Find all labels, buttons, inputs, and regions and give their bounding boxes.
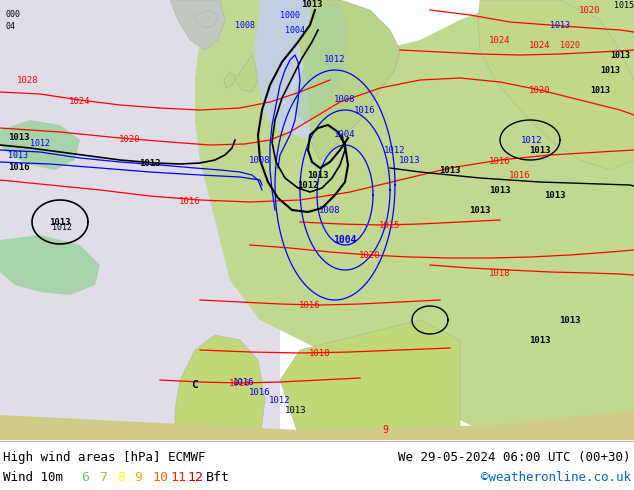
Text: 1004: 1004 — [285, 25, 305, 34]
Text: 1020: 1020 — [359, 251, 381, 260]
Text: 1016: 1016 — [8, 163, 30, 172]
Text: 1015: 1015 — [614, 0, 634, 9]
Text: C: C — [191, 380, 198, 390]
Text: 1013: 1013 — [307, 171, 329, 179]
Text: 1013: 1013 — [139, 159, 161, 168]
Text: 1024: 1024 — [529, 41, 551, 49]
Text: 1016: 1016 — [179, 197, 201, 206]
Text: 1013: 1013 — [529, 336, 551, 344]
Text: 9: 9 — [382, 425, 388, 435]
Text: 1013: 1013 — [550, 21, 570, 29]
Text: 12: 12 — [188, 471, 204, 484]
Polygon shape — [0, 120, 80, 170]
Polygon shape — [0, 235, 100, 295]
Text: 1012: 1012 — [384, 146, 406, 154]
Text: 9: 9 — [134, 471, 143, 484]
Polygon shape — [175, 335, 265, 440]
Text: Wind 10m: Wind 10m — [3, 471, 63, 484]
Text: 1013: 1013 — [559, 316, 581, 324]
Polygon shape — [0, 0, 280, 440]
Text: 1004: 1004 — [333, 235, 357, 245]
Text: 1016: 1016 — [249, 388, 271, 396]
Polygon shape — [298, 0, 400, 160]
Text: 10: 10 — [152, 471, 168, 484]
Text: 6: 6 — [81, 471, 89, 484]
Text: High wind areas [hPa] ECMWF: High wind areas [hPa] ECMWF — [3, 451, 205, 464]
Polygon shape — [195, 0, 634, 440]
Text: 000: 000 — [6, 10, 21, 19]
Text: 04: 04 — [6, 22, 16, 31]
Text: 1012: 1012 — [324, 55, 346, 64]
Polygon shape — [195, 10, 218, 28]
Text: 1008: 1008 — [334, 95, 356, 104]
Text: 1024: 1024 — [489, 35, 511, 45]
Text: 1013: 1013 — [439, 166, 461, 174]
Text: 1008: 1008 — [235, 21, 255, 29]
Text: 1020: 1020 — [560, 41, 580, 50]
Text: 1013: 1013 — [301, 0, 323, 9]
Text: 1013: 1013 — [469, 205, 491, 215]
Text: 1020: 1020 — [529, 85, 551, 95]
Polygon shape — [0, 410, 634, 440]
Text: 1020: 1020 — [579, 5, 601, 15]
Polygon shape — [255, 15, 310, 140]
Polygon shape — [280, 320, 460, 440]
Text: 1012: 1012 — [297, 180, 319, 190]
Text: 1015: 1015 — [379, 221, 401, 230]
Polygon shape — [224, 72, 235, 88]
Text: 1008: 1008 — [320, 205, 340, 215]
Text: 11: 11 — [170, 471, 186, 484]
Polygon shape — [290, 0, 348, 122]
Text: 1028: 1028 — [17, 75, 39, 84]
Text: 1013: 1013 — [399, 155, 421, 165]
Text: 1013: 1013 — [600, 66, 620, 74]
Text: 1013: 1013 — [49, 218, 71, 226]
Polygon shape — [235, 55, 258, 92]
Text: 1016: 1016 — [299, 301, 321, 310]
Text: 1013: 1013 — [489, 186, 511, 195]
Polygon shape — [478, 0, 634, 170]
Text: 1016: 1016 — [230, 379, 251, 388]
Text: 8: 8 — [117, 471, 125, 484]
Text: 1024: 1024 — [69, 97, 91, 106]
Text: 1012: 1012 — [30, 139, 50, 148]
Text: 1018: 1018 — [309, 349, 331, 358]
Text: 1020: 1020 — [119, 135, 141, 144]
Text: 1016: 1016 — [233, 377, 255, 387]
Text: 1012: 1012 — [269, 395, 291, 405]
Text: 1018: 1018 — [489, 269, 511, 278]
Text: We 29-05-2024 06:00 UTC (00+30): We 29-05-2024 06:00 UTC (00+30) — [398, 451, 631, 464]
Text: 1004: 1004 — [334, 130, 356, 139]
Text: 1016: 1016 — [489, 157, 511, 166]
Polygon shape — [170, 0, 225, 50]
Text: 1008: 1008 — [249, 155, 270, 165]
Text: 1016: 1016 — [509, 171, 531, 180]
Text: ©weatheronline.co.uk: ©weatheronline.co.uk — [481, 471, 631, 484]
Text: 1016: 1016 — [354, 105, 376, 115]
Text: 7: 7 — [99, 471, 107, 484]
Text: Bft: Bft — [205, 471, 230, 484]
Text: 1012: 1012 — [521, 136, 543, 145]
Text: 1000: 1000 — [280, 10, 300, 20]
Text: 1013: 1013 — [8, 151, 28, 160]
Text: 1013: 1013 — [590, 85, 610, 95]
Text: 1013: 1013 — [8, 133, 30, 142]
Polygon shape — [255, 0, 310, 130]
Text: 1013: 1013 — [529, 146, 551, 154]
Text: 1013: 1013 — [610, 50, 630, 59]
Text: 1013: 1013 — [544, 191, 566, 199]
Text: 1012: 1012 — [52, 223, 72, 232]
Text: 1013: 1013 — [285, 406, 307, 415]
